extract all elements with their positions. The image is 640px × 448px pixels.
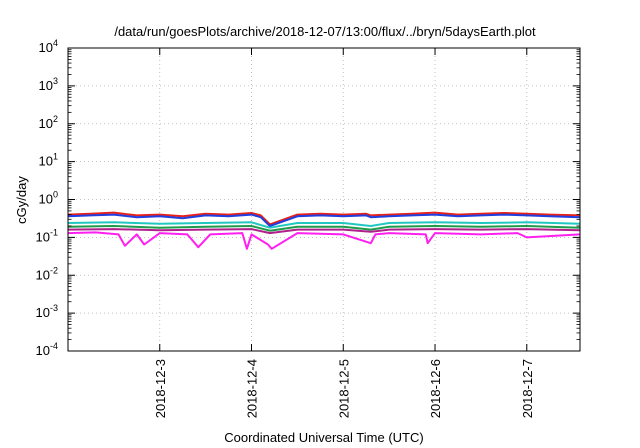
series-lines: [67, 211, 581, 250]
y-tick-label: 10-2: [36, 265, 58, 282]
y-tick-label: 103: [39, 76, 58, 93]
y-tick-label: 104: [39, 38, 58, 55]
y-tick-label: 10-3: [36, 303, 58, 320]
y-tick-label: 101: [39, 152, 58, 169]
series-line-5: [67, 228, 581, 235]
series-line-4: [67, 225, 581, 232]
series-line-2: [67, 213, 581, 227]
y-axis: 10-4 10-3 10-2 10-1 100 101 102 103 104: [36, 38, 580, 358]
y-axis-label: cGy/day: [14, 176, 29, 224]
series-line-6: [67, 231, 581, 250]
x-tick-label: 2018-12-6: [428, 359, 443, 418]
x-tick-label: 2018-12-5: [336, 359, 351, 418]
chart-title: /data/run/goesPlots/archive/2018-12-07/1…: [114, 24, 536, 39]
x-tick-label: 2018-12-3: [153, 359, 168, 418]
series-line-3: [67, 221, 581, 229]
y-tick-label: 100: [39, 190, 58, 207]
grid: [68, 48, 580, 351]
x-tick-label: 2018-12-4: [245, 359, 260, 418]
y-tick-label: 10-4: [36, 341, 58, 358]
series-line-1: [67, 211, 581, 226]
x-tick-label: 2018-12-7: [520, 359, 535, 418]
y-tick-label: 10-1: [36, 227, 58, 244]
y-tick-label: 102: [39, 114, 58, 131]
x-axis: 2018-12-3 2018-12-4 2018-12-5 2018-12-6 2018…: [153, 48, 535, 418]
x-axis-label: Coordinated Universal Time (UTC): [224, 430, 423, 445]
